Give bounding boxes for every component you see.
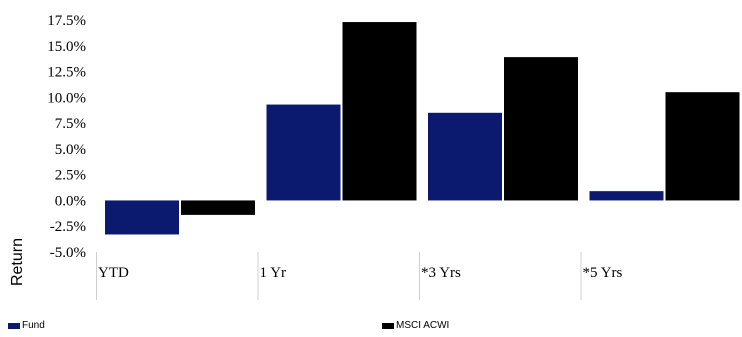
bar-fund-1-yr <box>266 104 341 201</box>
x-axis-labels: YTD 1 Yr *3 Yrs *5 Yrs <box>98 265 623 281</box>
y-tick-label: -5.0% <box>50 245 86 261</box>
bars <box>105 22 740 235</box>
x-tick-label: 1 Yr <box>260 265 287 281</box>
bar-msci-acwi-1-yr <box>342 22 417 201</box>
bar-fund--3-yrs <box>428 112 502 201</box>
legend-item-msci-acwi: MSCI ACWI <box>382 320 449 331</box>
x-tick-label: *3 Yrs <box>421 265 461 281</box>
y-tick-label: -2.5% <box>50 219 86 235</box>
y-tick-label: 17.5% <box>47 13 86 29</box>
msci-acwi-swatch <box>382 322 394 329</box>
y-axis-title: Return <box>9 238 26 286</box>
bar-msci-acwi--5-yrs <box>665 92 740 201</box>
y-tick-label: 10.0% <box>47 90 86 106</box>
category-dividers <box>96 252 582 300</box>
y-tick-label: 2.5% <box>55 168 86 184</box>
x-tick-label: YTD <box>98 265 129 281</box>
bar-fund--5-yrs <box>589 191 664 201</box>
bar-fund-ytd <box>105 200 179 235</box>
legend-label-msci-acwi: MSCI ACWI <box>396 320 450 331</box>
y-tick-label: 15.0% <box>47 39 86 55</box>
y-tick-label: 12.5% <box>47 65 86 81</box>
y-tick-label: 5.0% <box>55 142 86 158</box>
bar-msci-acwi--3-yrs <box>504 57 578 201</box>
y-tick-label: 7.5% <box>55 116 86 132</box>
y-axis-ticks: 17.5% 15.0% 12.5% 10.0% 7.5% 5.0% 2.5% 0.0% -2.5… <box>47 13 86 261</box>
x-tick-label: *5 Yrs <box>583 265 623 281</box>
legend-label-fund: Fund <box>22 320 45 331</box>
bar-msci-acwi-ytd <box>181 200 255 215</box>
legend-item-fund: Fund <box>8 320 45 331</box>
fund-swatch <box>8 322 20 329</box>
y-tick-label: 0.0% <box>55 193 86 209</box>
